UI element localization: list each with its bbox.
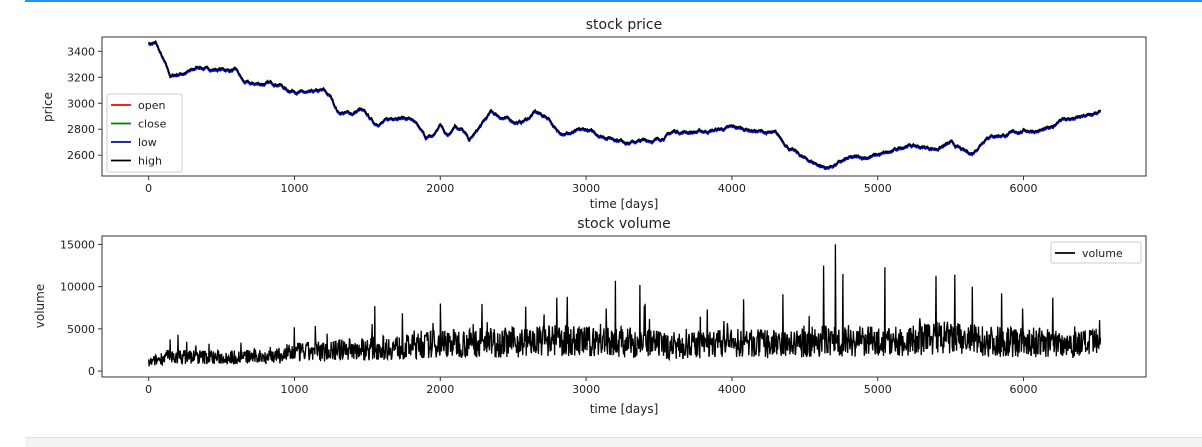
volume-legend: volume xyxy=(1050,241,1142,264)
series-line-low xyxy=(148,41,1102,171)
y-tick-label: 3200 xyxy=(67,71,95,84)
x-tick-label: 3000 xyxy=(572,182,600,195)
y-tick-label: 10000 xyxy=(60,281,95,294)
y-tick-label: 3000 xyxy=(67,97,95,110)
volume-chart-title: stock volume xyxy=(577,216,670,232)
next-cell[interactable] xyxy=(25,437,1202,447)
y-tick-label: 0 xyxy=(88,365,95,378)
legend-label-volume: volume xyxy=(1082,247,1123,260)
series-line-volume xyxy=(148,244,1102,367)
x-tick-label: 1000 xyxy=(280,383,308,396)
legend-label-high: high xyxy=(138,155,162,168)
price-plot: 0 1000 2000 3000 4000 5000 6000 2600 2800 3000 320… xyxy=(67,36,1147,195)
legend-label-open: open xyxy=(138,99,165,112)
x-tick-label: 2000 xyxy=(426,182,454,195)
x-tick-label: 5000 xyxy=(864,182,892,195)
legend-box xyxy=(106,93,183,173)
price-legend: open close low high xyxy=(106,93,183,173)
y-tick-label: 15000 xyxy=(60,238,95,251)
series-line-high xyxy=(148,39,1102,169)
volume-x-label: time [days] xyxy=(590,402,659,416)
cell-focus-border xyxy=(25,0,1202,2)
x-tick-label: 4000 xyxy=(718,182,746,195)
legend-label-close: close xyxy=(138,118,167,131)
x-tick-label: 0 xyxy=(145,182,152,195)
price-y-label: price xyxy=(41,92,55,122)
x-tick-label: 6000 xyxy=(1010,182,1038,195)
legend-box xyxy=(1050,241,1142,264)
x-tick-label: 0 xyxy=(145,383,152,396)
legend-label-low: low xyxy=(138,136,157,149)
series-line-close xyxy=(148,40,1102,170)
price-chart-title: stock price xyxy=(586,17,662,33)
price-x-label: time [days] xyxy=(590,197,659,211)
x-tick-label: 1000 xyxy=(280,182,308,195)
axes-frame xyxy=(101,235,1147,378)
y-tick-label: 3400 xyxy=(67,45,95,58)
x-tick-label: 4000 xyxy=(718,383,746,396)
x-tick-label: 2000 xyxy=(426,383,454,396)
axes-frame xyxy=(101,36,1147,177)
y-tick-label: 5000 xyxy=(67,323,95,336)
x-tick-label: 5000 xyxy=(864,383,892,396)
volume-y-label: volume xyxy=(33,284,47,328)
x-tick-label: 3000 xyxy=(572,383,600,396)
y-tick-label: 2800 xyxy=(67,123,95,136)
x-tick-label: 6000 xyxy=(1010,383,1038,396)
series-line-open xyxy=(148,40,1102,170)
y-tick-label: 2600 xyxy=(67,149,95,162)
volume-plot: 0 1000 2000 3000 4000 5000 6000 0 5000 10000 15000… xyxy=(60,235,1147,396)
